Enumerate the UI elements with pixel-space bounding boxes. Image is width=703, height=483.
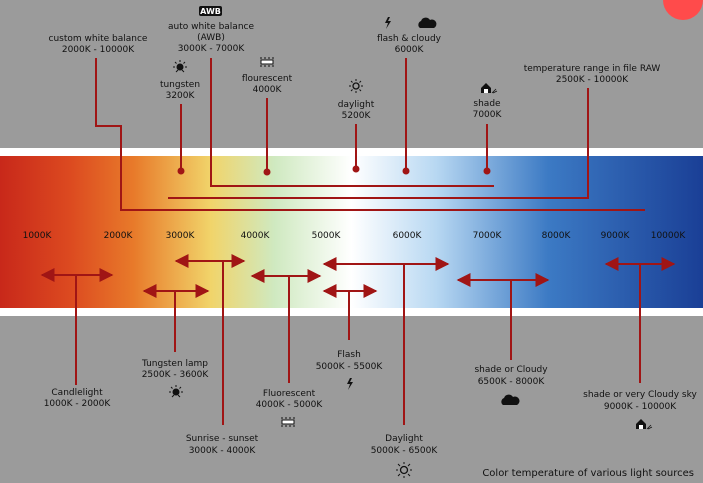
sunrise-label: Sunrise - sunset [186,434,259,444]
tungsten-lamp-label: Tungsten lamp [141,359,208,369]
daylight-dot [352,165,360,173]
cloud-icon [501,394,520,405]
fluorescent-tube-icon [260,57,274,67]
sunrise-range: 3000K - 4000K [189,446,257,456]
candlelight-label: Candlelight [51,388,103,398]
daylight-bottom-label: Daylight [385,434,423,444]
raw-range-line [168,88,589,199]
auto-wb-label: auto white balance [168,22,255,32]
auto-wb-line [210,58,494,187]
shade-house-bottom-icon [636,419,653,430]
kelvin-scale: 1000K 2000K 3000K 4000K 5000K 6000K 7000K 8000K… [23,231,687,241]
tick-label: 9000K [601,231,631,241]
tungsten-label: tungsten [160,80,200,90]
tungsten-lamp-range: 2500K - 3600K [142,370,210,380]
fluorescent-dot [263,168,271,176]
fluorescent-bottom-label: Fluorescent [263,389,316,399]
daylight-sun-icon [396,462,412,478]
raw-range-label: temperature range in file RAW [524,64,661,74]
tick-label: 4000K [241,231,271,241]
tick-label: 1000K [23,231,53,241]
shade-dot [483,167,491,175]
fluorescent-temp: 4000K [253,85,283,95]
flash-cloudy-temp: 6000K [395,45,425,55]
custom-wb-line [95,58,645,211]
shade-house-icon [481,83,498,94]
daylight-bottom-range: 5000K - 6500K [371,446,439,456]
flash-label: Flash [337,350,361,360]
flash-cloud-icon [385,17,437,29]
tungsten-dot [177,167,185,175]
diagram-caption: Color temperature of various light sourc… [482,468,694,479]
raw-range-values: 2500K - 10000K [556,75,629,85]
shade-label: shade [473,99,501,109]
custom-wb-label: custom white balance [49,34,148,44]
tungsten-lamp-icon [169,385,183,398]
tungsten-temp: 3200K [166,91,196,101]
tick-label: 8000K [542,231,572,241]
tick-label: 7000K [473,231,503,241]
flash-cloudy-dot [402,167,410,175]
custom-wb-range: 2000K - 10000K [62,45,135,55]
tick-label: 5000K [312,231,342,241]
flash-icon [347,378,353,390]
awb-badge-icon: AWB [199,6,222,16]
sun-icon [349,79,363,93]
shade-temp: 7000K [473,110,503,120]
daylight-temp: 5200K [342,111,372,121]
flash-range: 5000K - 5500K [316,362,384,372]
auto-wb-range: 3000K - 7000K [178,44,246,54]
candlelight-range: 1000K - 2000K [44,399,112,409]
tick-label: 2000K [104,231,134,241]
tick-label: 10000K [651,231,687,241]
tungsten-bulb-icon [173,60,187,73]
shade-cloudy-range: 6500K - 8000K [478,377,546,387]
color-spectrum-band [0,156,703,308]
tick-label: 6000K [393,231,423,241]
tick-label: 3000K [166,231,196,241]
flash-cloudy-label: flash & cloudy [377,34,442,44]
very-cloudy-range: 9000K - 10000K [604,402,677,412]
fluorescent-bottom-range: 4000K - 5000K [256,400,324,410]
fluorescent-label: flourescent [242,74,293,84]
corner-badge [663,0,703,20]
daylight-label: daylight [338,100,375,110]
shade-cloudy-label: shade or Cloudy [474,365,548,375]
auto-wb-abbr: (AWB) [197,33,225,43]
very-cloudy-label: shade or very Cloudy sky [583,390,697,400]
svg-text:AWB: AWB [200,7,221,16]
top-separator [0,148,703,156]
fluorescent-bottom-icon [281,417,295,427]
bottom-separator [0,308,703,316]
